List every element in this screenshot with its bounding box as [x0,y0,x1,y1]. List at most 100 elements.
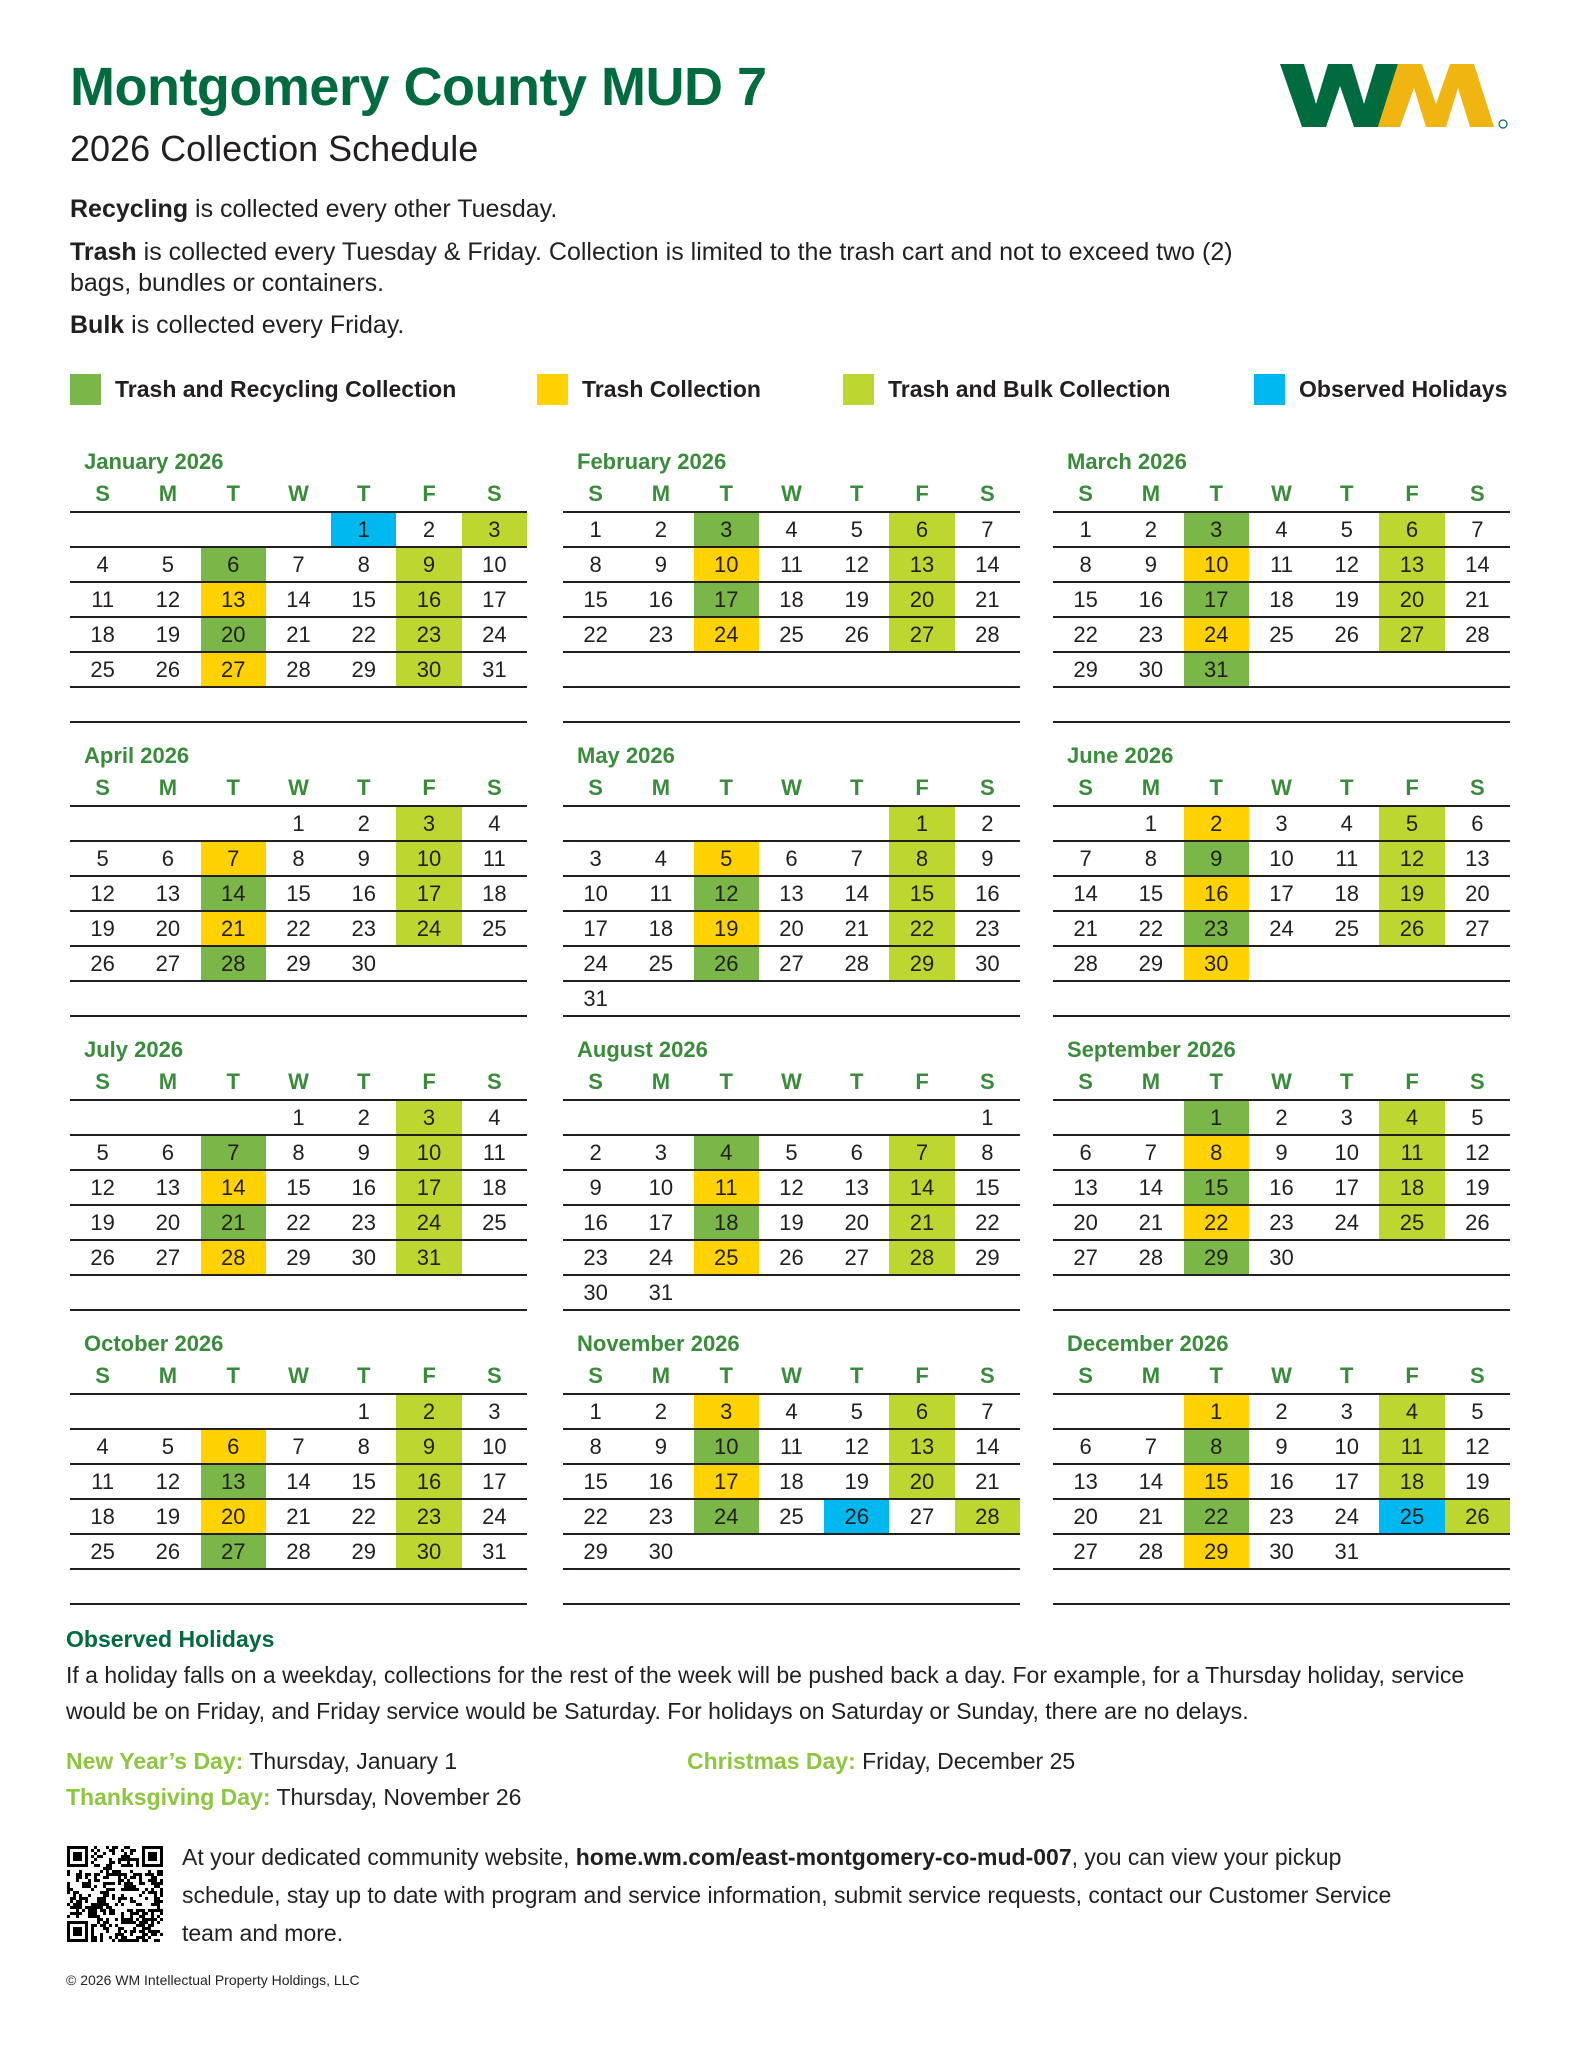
trash-bulk-day: 4 [1379,1101,1445,1134]
empty-cell [396,1570,461,1603]
empty-cell [396,1276,461,1309]
website-text: At your dedicated community website, [182,1844,576,1870]
empty-cell [70,1101,135,1134]
trash-day: 11 [693,1171,759,1204]
day-cell: 26 [1465,1210,1490,1235]
trash-bulk-day: 21 [889,1206,955,1239]
website-link[interactable]: home.wm.com/east-montgomery-co-mud-007 [575,1844,1072,1870]
day-cell: 1 [589,517,602,542]
trash-day: 6 [200,1430,266,1463]
weekday-label: T [226,775,240,800]
weekday-label: T [719,481,733,506]
day-cell: 29 [351,1539,376,1564]
copyright: © 2026 WM Intellectual Property Holdings… [66,1972,360,1988]
bulk-label: Bulk [70,311,125,339]
day-cell: 25 [1334,916,1359,941]
month-title: March 2026 [1067,449,1187,474]
empty-cell [135,1101,200,1134]
empty-cell [1445,1535,1510,1568]
empty-cell [70,982,135,1015]
week-row: 5 6 7 8 9 10 11 [70,1136,527,1171]
month-grid: 1 2 3 4 5 6 7 8 9 10 11 12 13 14 15 16 17 18 19 20 21 22 23 24 2… [1053,1099,1510,1311]
weekday-label: F [422,1069,436,1094]
day-cell: 4 [1340,811,1353,836]
month-title: April 2026 [84,743,190,768]
trash-bulk-day: 24 [396,1206,462,1239]
day-cell: 14 [1465,552,1490,577]
trash-bulk-day: 2 [396,1395,462,1428]
empty-cell [824,1101,889,1134]
day-cell: 30 [1138,657,1164,682]
day-cell: 21 [286,622,311,647]
empty-cell [135,1395,200,1428]
weekday-label: S [486,1363,502,1388]
weekday-label: F [1405,1363,1419,1388]
day-cell: 4 [785,517,798,542]
empty-cell [331,1276,396,1309]
empty-cell [1249,653,1314,686]
day-cell: 9 [1144,552,1158,577]
day-cell: 21 [975,1469,1000,1494]
empty-cell [1314,1570,1379,1603]
weekday-label: T [357,1363,371,1388]
empty-cell [824,807,889,840]
trash-bulk-day: 11 [1379,1136,1445,1169]
day-cell: 6 [161,1140,175,1165]
empty-cell [955,653,1020,686]
trash-day: 17 [693,1465,759,1498]
empty-cell [135,982,200,1015]
empty-cell [759,982,824,1015]
day-cell: 20 [779,916,804,941]
holiday-date: Thursday, November 26 [270,1784,522,1810]
trash-recycling-day: 14 [200,877,266,910]
day-cell: 23 [648,1504,674,1529]
day-cell: 21 [975,587,1000,612]
month-calendar: August 2026 S M T W T F S 1 2 3 4 5 6 7 8 9 10 11 12 13 14 15 1… [563,1035,1020,1311]
empty-cell [1379,1241,1444,1274]
week-row: 13 14 15 16 17 18 19 [1053,1465,1510,1500]
trash-day: 27 [200,653,266,686]
day-cell: 18 [482,881,507,906]
weekday-label: W [781,481,802,506]
day-cell: 30 [1269,1245,1294,1270]
day-cell: 25 [482,1210,507,1235]
weekday-label: S [1078,1363,1093,1388]
empty-cell [1249,947,1314,980]
empty-cell [70,1395,135,1428]
weekday-label: F [1405,775,1419,800]
holiday-name: Thanksgiving Day: [66,1784,271,1810]
day-cell: 14 [1138,1175,1164,1200]
week-row: 29 30 [563,1535,1020,1570]
empty-cell [628,653,693,686]
day-cell: 6 [1079,1434,1092,1459]
day-cell: 25 [90,657,115,682]
week-row: 12 13 14 15 16 17 18 [70,877,527,912]
trash-bulk-day: 15 [889,877,955,910]
empty-cell [1118,688,1183,721]
day-cell: 6 [1079,1140,1092,1165]
trash-bulk-day: 16 [396,583,462,616]
trash-bulk-day: 13 [1379,548,1445,581]
empty-cell [1053,1101,1118,1134]
empty-cell [1184,982,1249,1015]
trash-bulk-day: 7 [889,1136,955,1169]
week-row: 15 16 17 18 19 20 21 [563,1465,1020,1500]
qr-code[interactable] [67,1846,163,1942]
trash-day: 28 [200,1241,266,1274]
day-cell: 23 [975,916,1000,941]
day-cell: 1 [589,1399,602,1424]
day-cell: 3 [589,846,602,871]
month-calendar: October 2026 S M T W T F S 1 2 3 4 5 6 7 8 9 10 11 12 13 14 15… [70,1329,527,1605]
empty-cell [1445,688,1510,721]
day-cell: 4 [654,846,668,871]
week-row: 27 28 29 30 [1053,1241,1510,1276]
weekday-label: S [588,1363,603,1388]
month-calendar: December 2026 S M T W T F S 1 2 3 4 5 6 7 8 9 10 11 12 13 14 1… [1053,1329,1510,1605]
weekday-label: S [979,775,995,800]
month-grid: 1 2 3 4 5 6 7 8 9 10 11 12 13 14 15 16 17 18 19 20 21 22 23 24 2… [563,1393,1020,1605]
day-cell: 28 [975,622,1000,647]
trash-day: 16 [1183,877,1249,910]
day-cell: 4 [96,552,109,577]
